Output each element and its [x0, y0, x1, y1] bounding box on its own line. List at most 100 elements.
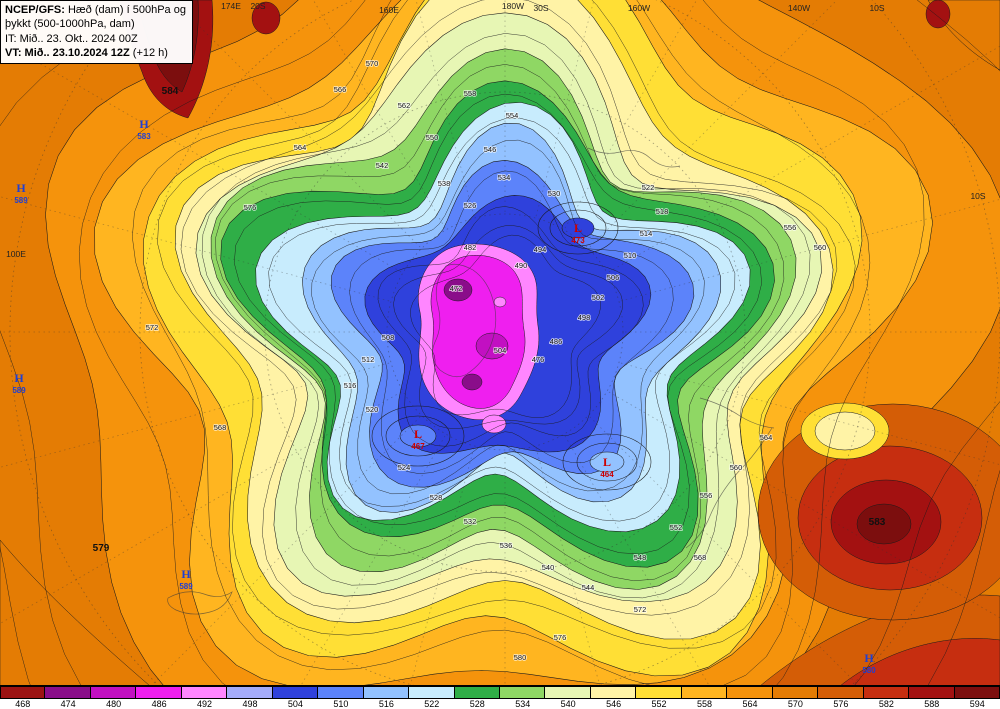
legend-value: 588: [924, 699, 940, 709]
contour-label: 504: [494, 346, 507, 355]
low-center-contours: [371, 405, 465, 467]
low-center-symbol: L: [574, 221, 582, 235]
longitude-line: [608, 45, 1000, 273]
map-svg: 570 566 562 558 554 550 546 542 538 534 530 526 522 5…: [0, 0, 1000, 686]
contour-label: 486: [550, 337, 563, 346]
graticule-label: 10S: [970, 191, 985, 201]
legend-cell: 516: [362, 686, 410, 709]
legend-swatch: [135, 686, 182, 699]
contour-label: 482: [464, 243, 477, 252]
legend-value: 516: [378, 699, 394, 709]
contour-label: 510: [624, 251, 637, 260]
height-contour: [132, 0, 871, 686]
height-contour: [233, 93, 762, 555]
contour-label: 524: [398, 463, 411, 472]
contour-label: 572: [634, 605, 647, 614]
thickness-extreme-patch: [493, 296, 507, 308]
contour-label: 560: [814, 243, 827, 252]
graticule-label: 30S: [533, 3, 548, 13]
legend-swatch: [953, 686, 1000, 699]
contour-label: 506: [607, 273, 620, 282]
legend-swatch: [589, 686, 637, 699]
legend-value: 564: [742, 699, 758, 709]
thickness-extreme-patch: [814, 411, 876, 451]
legend-value: 594: [969, 699, 985, 709]
longitude-line: [0, 362, 390, 468]
height-contour: [180, 0, 838, 616]
low-center-contours: [385, 415, 451, 457]
legend: 468 474 480 486 492 498 504 510 516 522 528 534 540 5…: [0, 685, 1000, 709]
contour-label: 552: [670, 523, 683, 532]
thickness-extreme-patch: [461, 373, 483, 391]
height-contour: [410, 234, 601, 418]
legend-swatch: [680, 686, 728, 699]
legend-swatch: [544, 686, 591, 699]
legend-value: 540: [560, 699, 576, 709]
contour-label: 526: [464, 201, 477, 210]
longitude-line: [172, 0, 421, 248]
high-center-symbol: H: [14, 371, 24, 385]
high-center-symbol: H: [16, 181, 26, 195]
thickness-extreme-patch: [475, 332, 509, 360]
low-center-value: 464: [600, 470, 614, 479]
height-contour: [157, 0, 856, 649]
height-area-label: 579: [93, 543, 110, 554]
legend-cell: 588: [908, 686, 955, 709]
longitude-line: [589, 416, 860, 686]
thickness-extreme-patch: [481, 414, 507, 434]
contour-label: 562: [398, 101, 411, 110]
legend-cell: 576: [817, 686, 864, 709]
legend-swatch: [726, 686, 773, 699]
contour-label: 568: [694, 553, 707, 562]
legend-swatch: [408, 686, 455, 699]
longitude-line: [589, 0, 838, 248]
contour-label: 538: [438, 179, 451, 188]
legend-swatch: [271, 686, 319, 699]
contour-label: 522: [642, 183, 655, 192]
contour-label: 540: [542, 563, 555, 572]
height-area-label: 583: [869, 517, 886, 528]
contour-label: 558: [464, 89, 477, 98]
low-center-symbol: L: [414, 427, 422, 441]
legend-value: 498: [242, 699, 258, 709]
coastline: [167, 591, 233, 615]
contour-label: 572: [146, 323, 159, 332]
graticule-label: 100E: [6, 249, 26, 259]
contour-label: 534: [498, 173, 511, 182]
contour-label: 564: [760, 433, 773, 442]
legend-swatch: [44, 686, 91, 699]
legend-cell: 552: [635, 686, 682, 709]
graticule-label: 160E: [379, 5, 399, 15]
contour-label: 472: [450, 284, 463, 293]
legend-value: 546: [606, 699, 622, 709]
coastline: [432, 263, 497, 378]
legend-cell: 480: [89, 686, 137, 709]
legend-value: 504: [287, 699, 303, 709]
legend-cell: 504: [271, 686, 319, 709]
contour-label: 570: [366, 59, 379, 68]
legend-swatch: [362, 686, 410, 699]
contour-label: 554: [506, 111, 519, 120]
legend-cell: 558: [680, 686, 728, 709]
legend-cell: 492: [180, 686, 228, 709]
legend-cell: 594: [953, 686, 1000, 709]
legend-cell: 510: [317, 686, 364, 709]
contour-label: 576: [554, 633, 567, 642]
contour-label: 476: [532, 355, 545, 364]
longitude-line: [620, 198, 1000, 302]
height-contour: [377, 206, 644, 447]
legend-value: 558: [697, 699, 713, 709]
height-area-label: 584: [162, 86, 179, 97]
contour-label: 548: [634, 553, 647, 562]
legend-cell: 528: [453, 686, 500, 709]
contour-label: 508: [382, 333, 395, 342]
coastline: [587, 147, 681, 168]
low-center-contours: [576, 442, 638, 482]
contour-label: 502: [592, 293, 605, 302]
legend-swatch: [0, 686, 46, 699]
contour-label: 516: [344, 381, 357, 390]
graticule-label: 174E: [221, 1, 241, 11]
high-center-value: 583: [137, 132, 151, 141]
legend-swatch: [862, 686, 910, 699]
contour-label: 576: [244, 203, 257, 212]
